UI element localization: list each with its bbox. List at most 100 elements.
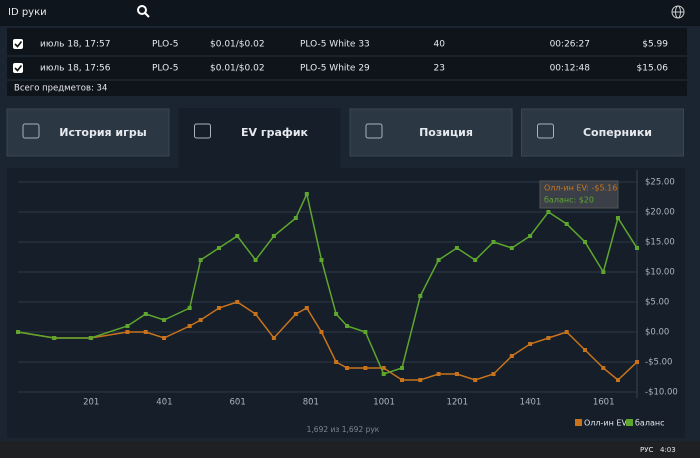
cell: 40	[434, 40, 446, 50]
point	[125, 324, 130, 328]
tab-label: Соперники	[583, 126, 652, 139]
point	[473, 258, 478, 262]
cell: $0.01/$0.02	[210, 40, 265, 50]
x-tick-label: 1001	[373, 398, 395, 408]
point	[615, 216, 620, 220]
point	[546, 210, 551, 214]
point	[198, 318, 203, 322]
point	[334, 360, 339, 364]
tab-icon	[194, 123, 211, 139]
x-tick-label: 601	[230, 398, 246, 408]
point	[601, 270, 606, 274]
point	[546, 336, 551, 340]
point	[436, 372, 441, 376]
point	[304, 192, 309, 196]
point	[363, 330, 368, 334]
tooltip-text: Олл-ин EV: -$5.16	[544, 184, 617, 193]
point	[187, 324, 192, 328]
point	[253, 258, 258, 262]
tab[interactable]	[349, 108, 513, 157]
cell: 00:12:48	[550, 64, 591, 74]
point	[528, 234, 533, 238]
cell: 00:26:27	[550, 40, 590, 50]
cell: PLO-5 White 29	[300, 64, 370, 74]
point	[615, 378, 620, 382]
y-tick-label: -$5.00	[645, 358, 672, 368]
tooltip-text: баланс: $20	[544, 196, 594, 205]
point	[319, 330, 324, 334]
point	[162, 318, 167, 322]
point	[381, 366, 386, 370]
point	[216, 246, 221, 250]
tab[interactable]	[521, 108, 684, 157]
cell: $0.01/$0.02	[210, 64, 265, 74]
x-tick-label: 1201	[446, 398, 468, 408]
point	[635, 246, 639, 250]
point	[253, 312, 258, 316]
y-tick-label: $25.00	[645, 178, 675, 188]
x-tick-label: 201	[83, 398, 99, 408]
tab-label: EV график	[241, 126, 309, 139]
table	[7, 28, 687, 96]
point	[293, 312, 298, 316]
point	[564, 330, 569, 334]
point	[334, 312, 339, 316]
point	[363, 366, 368, 370]
point	[162, 336, 167, 340]
point	[216, 306, 221, 310]
point	[345, 324, 350, 328]
point	[88, 336, 93, 340]
y-tick-label: $10.00	[645, 268, 675, 278]
tooltip	[539, 180, 619, 209]
point	[187, 306, 192, 310]
cell: PLO-5	[152, 40, 178, 50]
point	[418, 294, 423, 298]
cell: 23	[434, 64, 445, 74]
tab-label: История игры	[59, 126, 146, 139]
point	[52, 336, 57, 340]
point	[418, 378, 423, 382]
point	[583, 240, 588, 244]
point	[436, 258, 441, 262]
legend-swatch	[626, 419, 633, 426]
point	[399, 366, 404, 370]
point	[235, 300, 240, 304]
point	[293, 216, 298, 220]
globe-icon[interactable]	[671, 5, 685, 19]
point	[198, 258, 203, 262]
x-tick-label: 401	[156, 398, 172, 408]
chart-panel	[7, 168, 685, 438]
point	[509, 354, 514, 358]
tab-icon	[365, 123, 383, 139]
y-tick-label: $15.00	[645, 238, 675, 248]
x-tick-label: 801	[303, 398, 319, 408]
legend-swatch	[575, 419, 582, 426]
point	[345, 366, 350, 370]
point	[271, 234, 276, 238]
point	[601, 366, 606, 370]
language: РУС	[640, 446, 653, 454]
tab-icon	[537, 123, 554, 139]
search-icon[interactable]	[137, 5, 150, 18]
point	[304, 306, 309, 310]
point	[583, 348, 588, 352]
point	[143, 312, 148, 316]
checkbox[interactable]	[13, 63, 23, 73]
tab[interactable]	[6, 108, 170, 157]
y-tick-label: $5.00	[645, 298, 669, 308]
point	[16, 330, 20, 334]
x-tick-label: 1601	[593, 398, 615, 408]
table-footer: Всего предметов: 34	[14, 84, 107, 94]
cell: $15.06	[637, 64, 669, 74]
checkbox[interactable]	[13, 39, 23, 49]
y-tick-label: $0.00	[645, 328, 669, 338]
point	[454, 246, 459, 250]
point	[125, 330, 130, 334]
y-tick-label: $20.00	[645, 208, 675, 218]
search-input[interactable]: ID руки	[8, 7, 47, 18]
point	[381, 372, 386, 376]
footnote: 1,692 из 1,692 рук	[307, 425, 380, 434]
cell: июль 18, 17:56	[40, 64, 111, 74]
clock: 4:03	[660, 446, 676, 454]
taskbar	[0, 441, 700, 458]
